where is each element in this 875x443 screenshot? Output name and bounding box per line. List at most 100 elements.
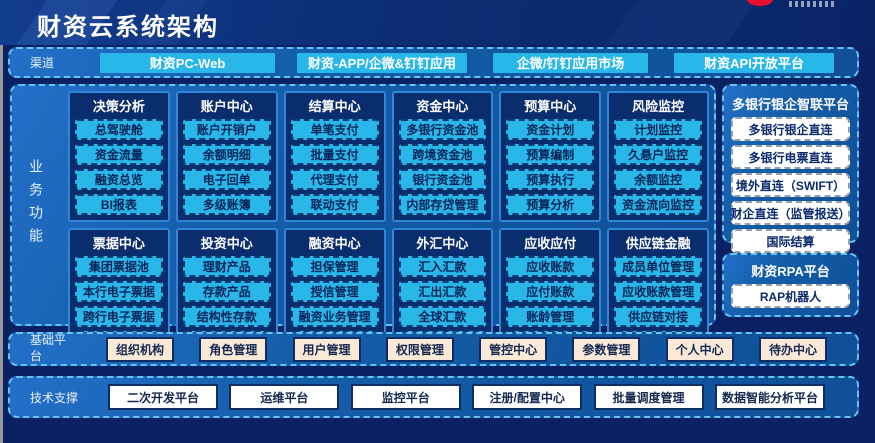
business-functions-label: 业务功能 [28,159,44,251]
rpa-platform-panel: 财资RPA平台 RAP机器人 [722,253,859,317]
bank-link-platform-panel: 多银行银企智联平台 多银行银企直连 多银行电票直连 境外直连（SWIFT） 财企… [722,84,859,253]
module-title: 账户中心 [200,99,253,114]
base-item: 参数管理 [572,336,641,362]
channel-app-dingtalk: 财资-APP/企微&钉钉应用 [297,52,467,73]
base-item: 权限管理 [385,336,454,362]
module-item: 资金计划 [506,119,595,140]
module-title: 融资中心 [308,236,361,251]
module-item: 余额明细 [182,144,271,165]
channel-open-api: 财资API开放平台 [674,52,834,73]
tech-support-row: 技术支撑 二次开发平台 运维平台 监控平台 注册/配置中心 批量调度管理 数据智… [8,376,859,418]
module-item: 久悬户监控 [614,144,702,165]
channels-label: 渠道 [30,56,55,70]
module-grid: 决策分析 总驾驶舱 资金流量 融资总览 BI报表 账户中心 账户开销户 余额明细… [68,91,709,359]
rpa-item: RAP机器人 [731,284,850,308]
module-title: 供应链金融 [625,236,691,251]
module-title: 风险监控 [632,99,685,114]
tech-item: 监控平台 [350,384,461,410]
module-account-center: 账户中心 账户开销户 余额明细 电子回单 多级账簿 [175,91,278,222]
tech-support-label: 技术支撑 [30,390,79,405]
module-item: 多级账簿 [182,194,271,215]
module-item: 汇出汇款 [398,281,487,302]
module-item: 计划监控 [614,119,702,140]
module-item: 成员单位管理 [614,256,702,277]
rpa-platform-title: 财资RPA平台 [751,264,830,279]
module-title: 外汇中心 [416,236,469,251]
module-capital-center: 资金中心 多银行资金池 跨境资金池 银行资金池 内部存贷管理 [391,91,494,222]
module-item: 资金流向监控 [614,194,702,215]
module-item: 跨境资金池 [398,144,487,165]
module-title: 资金中心 [416,99,469,114]
module-item: 存款产品 [182,281,271,302]
module-item: 应收账款管理 [614,281,702,302]
module-item: 授信管理 [290,281,379,302]
module-item: 代理支付 [290,169,379,190]
vendor-logo-icon [747,0,773,6]
base-item: 待办中心 [758,336,827,362]
module-item: 融资总览 [75,169,163,190]
module-item: 供应链对接 [614,306,702,327]
base-item: 用户管理 [292,336,361,362]
tech-support-items: 二次开发平台 运维平台 监控平台 注册/配置中心 批量调度管理 数据智能分析平台 [108,384,825,410]
module-item: 融资业务管理 [290,306,379,327]
base-item: 组织机构 [106,336,174,362]
tech-item: 批量调度管理 [593,384,704,410]
module-item: 结构性存款 [182,306,271,327]
base-platform-row: 基础平台 组织机构 角色管理 用户管理 权限管理 管控中心 参数管理 个人中心 … [8,332,859,366]
bank-link-item: 境外直连（SWIFT） [731,173,850,197]
module-item: 联动支付 [290,194,379,215]
module-item: 账龄管理 [506,306,595,327]
base-item: 个人中心 [665,336,734,362]
module-item: 担保管理 [290,256,379,277]
module-item: 余额监控 [614,169,702,190]
bank-link-item: 多银行电票直连 [731,145,850,169]
module-item: 应收账款 [506,256,595,277]
base-item: 角色管理 [199,336,268,362]
module-title: 票据中心 [92,236,145,251]
module-item: 批量支付 [290,144,379,165]
page-title: 财资云系统架构 [37,14,219,41]
module-item: 内部存贷管理 [398,194,487,215]
module-title: 预算中心 [524,99,577,114]
bank-link-item: 财企直连（监管报送） [731,201,851,225]
business-functions-panel: 业务功能 决策分析 总驾驶舱 资金流量 融资总览 BI报表 账户中心 账户开销户… [10,84,716,359]
module-item: 集团票据池 [75,256,163,277]
bank-link-platform-title: 多银行银企智联平台 [731,97,849,112]
module-item: 汇入汇款 [398,256,487,277]
module-item: 预算编制 [506,144,595,165]
channel-pc-web: 财资PC-Web [100,52,275,73]
header-streak [588,0,772,45]
bank-link-item: 国际结算 [731,229,850,253]
module-item: 理财产品 [182,256,271,277]
module-item: 资金流量 [75,144,163,165]
module-title: 应收应付 [524,236,577,251]
tech-item: 数据智能分析平台 [714,384,825,410]
module-title: 结算中心 [308,99,361,114]
base-item: 管控中心 [479,336,548,362]
module-item: BI报表 [75,194,163,215]
vendor-logo-text-fragment [789,1,835,7]
module-budget-center: 预算中心 资金计划 预算编制 预算执行 预算分析 [499,91,602,222]
module-item: 全球汇款 [398,306,487,327]
module-item: 总驾驶舱 [75,119,163,140]
base-platform-label: 基础平台 [30,333,67,363]
module-item: 跨行电子票据 [75,306,163,327]
tech-item: 注册/配置中心 [472,384,583,410]
tech-item: 运维平台 [229,384,340,410]
channels-row: 渠道 财资PC-Web 财资-APP/企微&钉钉应用 企微/钉钉应用市场 财资A… [8,47,859,78]
module-item: 多银行资金池 [398,119,487,140]
module-item: 账户开销户 [182,119,271,140]
module-settlement-center: 结算中心 单笔支付 批量支付 代理支付 联动支付 [283,91,386,222]
module-title: 投资中心 [200,236,253,251]
module-item: 银行资金池 [398,169,487,190]
tech-item: 二次开发平台 [108,384,218,410]
bank-link-item: 多银行银企直连 [731,117,850,141]
channel-app-market: 企微/钉钉应用市场 [493,52,648,73]
module-item: 应付账款 [506,281,595,302]
module-item: 单笔支付 [290,119,379,140]
window-edge-strip [0,0,3,443]
module-item: 预算执行 [506,169,595,190]
module-risk-monitoring: 风险监控 计划监控 久悬户监控 余额监控 资金流向监控 [607,91,709,222]
module-item: 预算分析 [506,194,595,215]
module-item: 本行电子票据 [75,281,163,302]
